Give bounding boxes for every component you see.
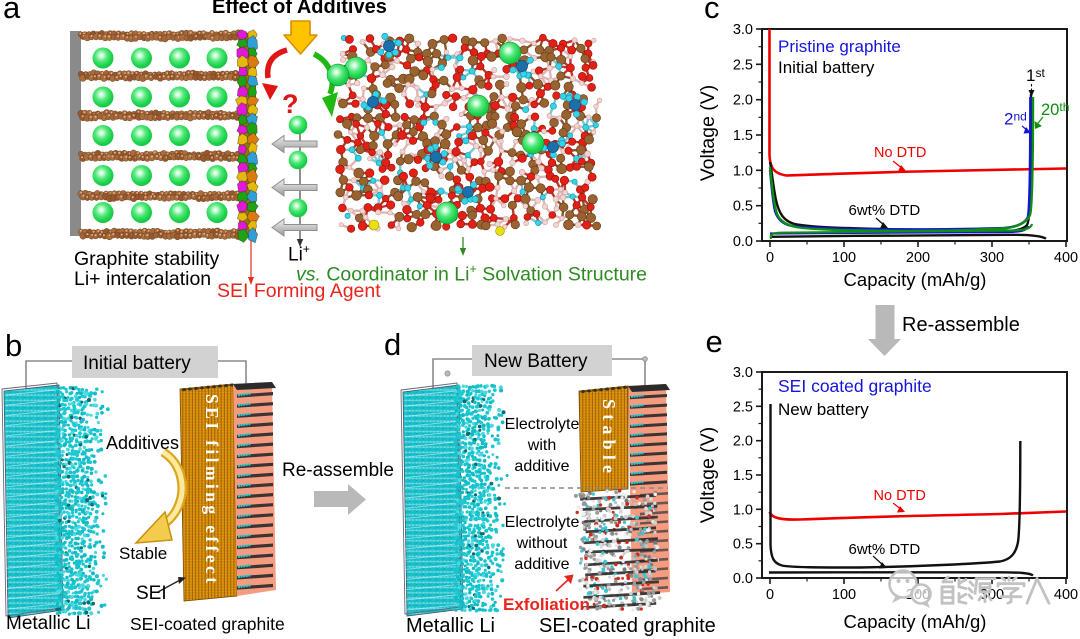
svg-text:2.0: 2.0 — [733, 434, 753, 450]
svg-text:2.5: 2.5 — [733, 399, 753, 415]
svg-text:200: 200 — [906, 250, 930, 266]
svg-text:SEI filming effect: SEI filming effect — [202, 394, 222, 586]
svg-text:6wt% DTD: 6wt% DTD — [849, 202, 921, 219]
svg-text:0.0: 0.0 — [733, 571, 753, 587]
svg-text:2nd: 2nd — [1004, 110, 1027, 129]
svg-text:3.0: 3.0 — [733, 365, 753, 381]
svg-text:20th: 20th — [1041, 100, 1069, 119]
svg-text:1.5: 1.5 — [733, 468, 753, 484]
svg-text:Initial battery: Initial battery — [778, 58, 875, 77]
svg-text:3.0: 3.0 — [733, 22, 753, 38]
svg-text:0.0: 0.0 — [733, 234, 753, 250]
svg-text:New battery: New battery — [778, 400, 869, 419]
svg-text:400: 400 — [1054, 587, 1078, 603]
svg-text:1.0: 1.0 — [733, 163, 753, 179]
svg-text:100: 100 — [832, 250, 856, 266]
svg-text:Initial battery: Initial battery — [83, 353, 191, 374]
svg-text:Voltage (V): Voltage (V) — [697, 427, 719, 523]
svg-text:Capacity (mAh/g): Capacity (mAh/g) — [844, 269, 987, 290]
svg-text:No DTD: No DTD — [874, 145, 926, 161]
svg-text:2.0: 2.0 — [733, 93, 753, 109]
svg-text:0.5: 0.5 — [733, 537, 753, 553]
svg-text:1st: 1st — [1026, 66, 1045, 85]
svg-text:2.5: 2.5 — [733, 57, 753, 73]
svg-text:400: 400 — [1054, 250, 1078, 266]
svg-text:Voltage (V): Voltage (V) — [697, 85, 719, 181]
svg-text:300: 300 — [980, 250, 1004, 266]
svg-text:0.5: 0.5 — [733, 199, 753, 215]
svg-text:0: 0 — [766, 250, 774, 266]
svg-text:0: 0 — [766, 587, 774, 603]
svg-text:New Battery: New Battery — [484, 351, 588, 372]
svg-text:SEI coated graphite: SEI coated graphite — [778, 376, 932, 396]
svg-text:Pristine graphite: Pristine graphite — [778, 37, 901, 56]
svg-text:No DTD: No DTD — [874, 488, 926, 504]
svg-text:?: ? — [282, 89, 299, 119]
svg-text:Stable: Stable — [599, 399, 619, 478]
svg-text:Capacity (mAh/g): Capacity (mAh/g) — [844, 611, 987, 632]
svg-text:100: 100 — [832, 587, 856, 603]
svg-text:1.5: 1.5 — [733, 128, 753, 144]
svg-text:1.0: 1.0 — [733, 502, 753, 518]
svg-text:6wt% DTD: 6wt% DTD — [849, 541, 921, 558]
